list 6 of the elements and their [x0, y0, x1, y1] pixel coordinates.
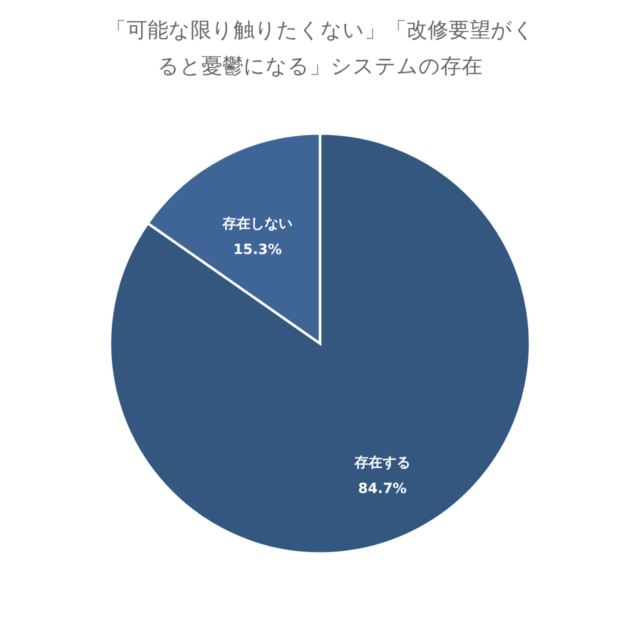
- slice-label: 存在する: [353, 455, 410, 472]
- slice-label: 存在しない: [222, 216, 293, 232]
- data-label: 15.3%: [233, 242, 282, 258]
- chart-title: 「可能な限り触りたくない」「改修要望がくると憂鬱になる」システムの存在: [106, 18, 534, 78]
- pie-slice: [108, 132, 532, 555]
- data-label: 84.7%: [358, 481, 407, 498]
